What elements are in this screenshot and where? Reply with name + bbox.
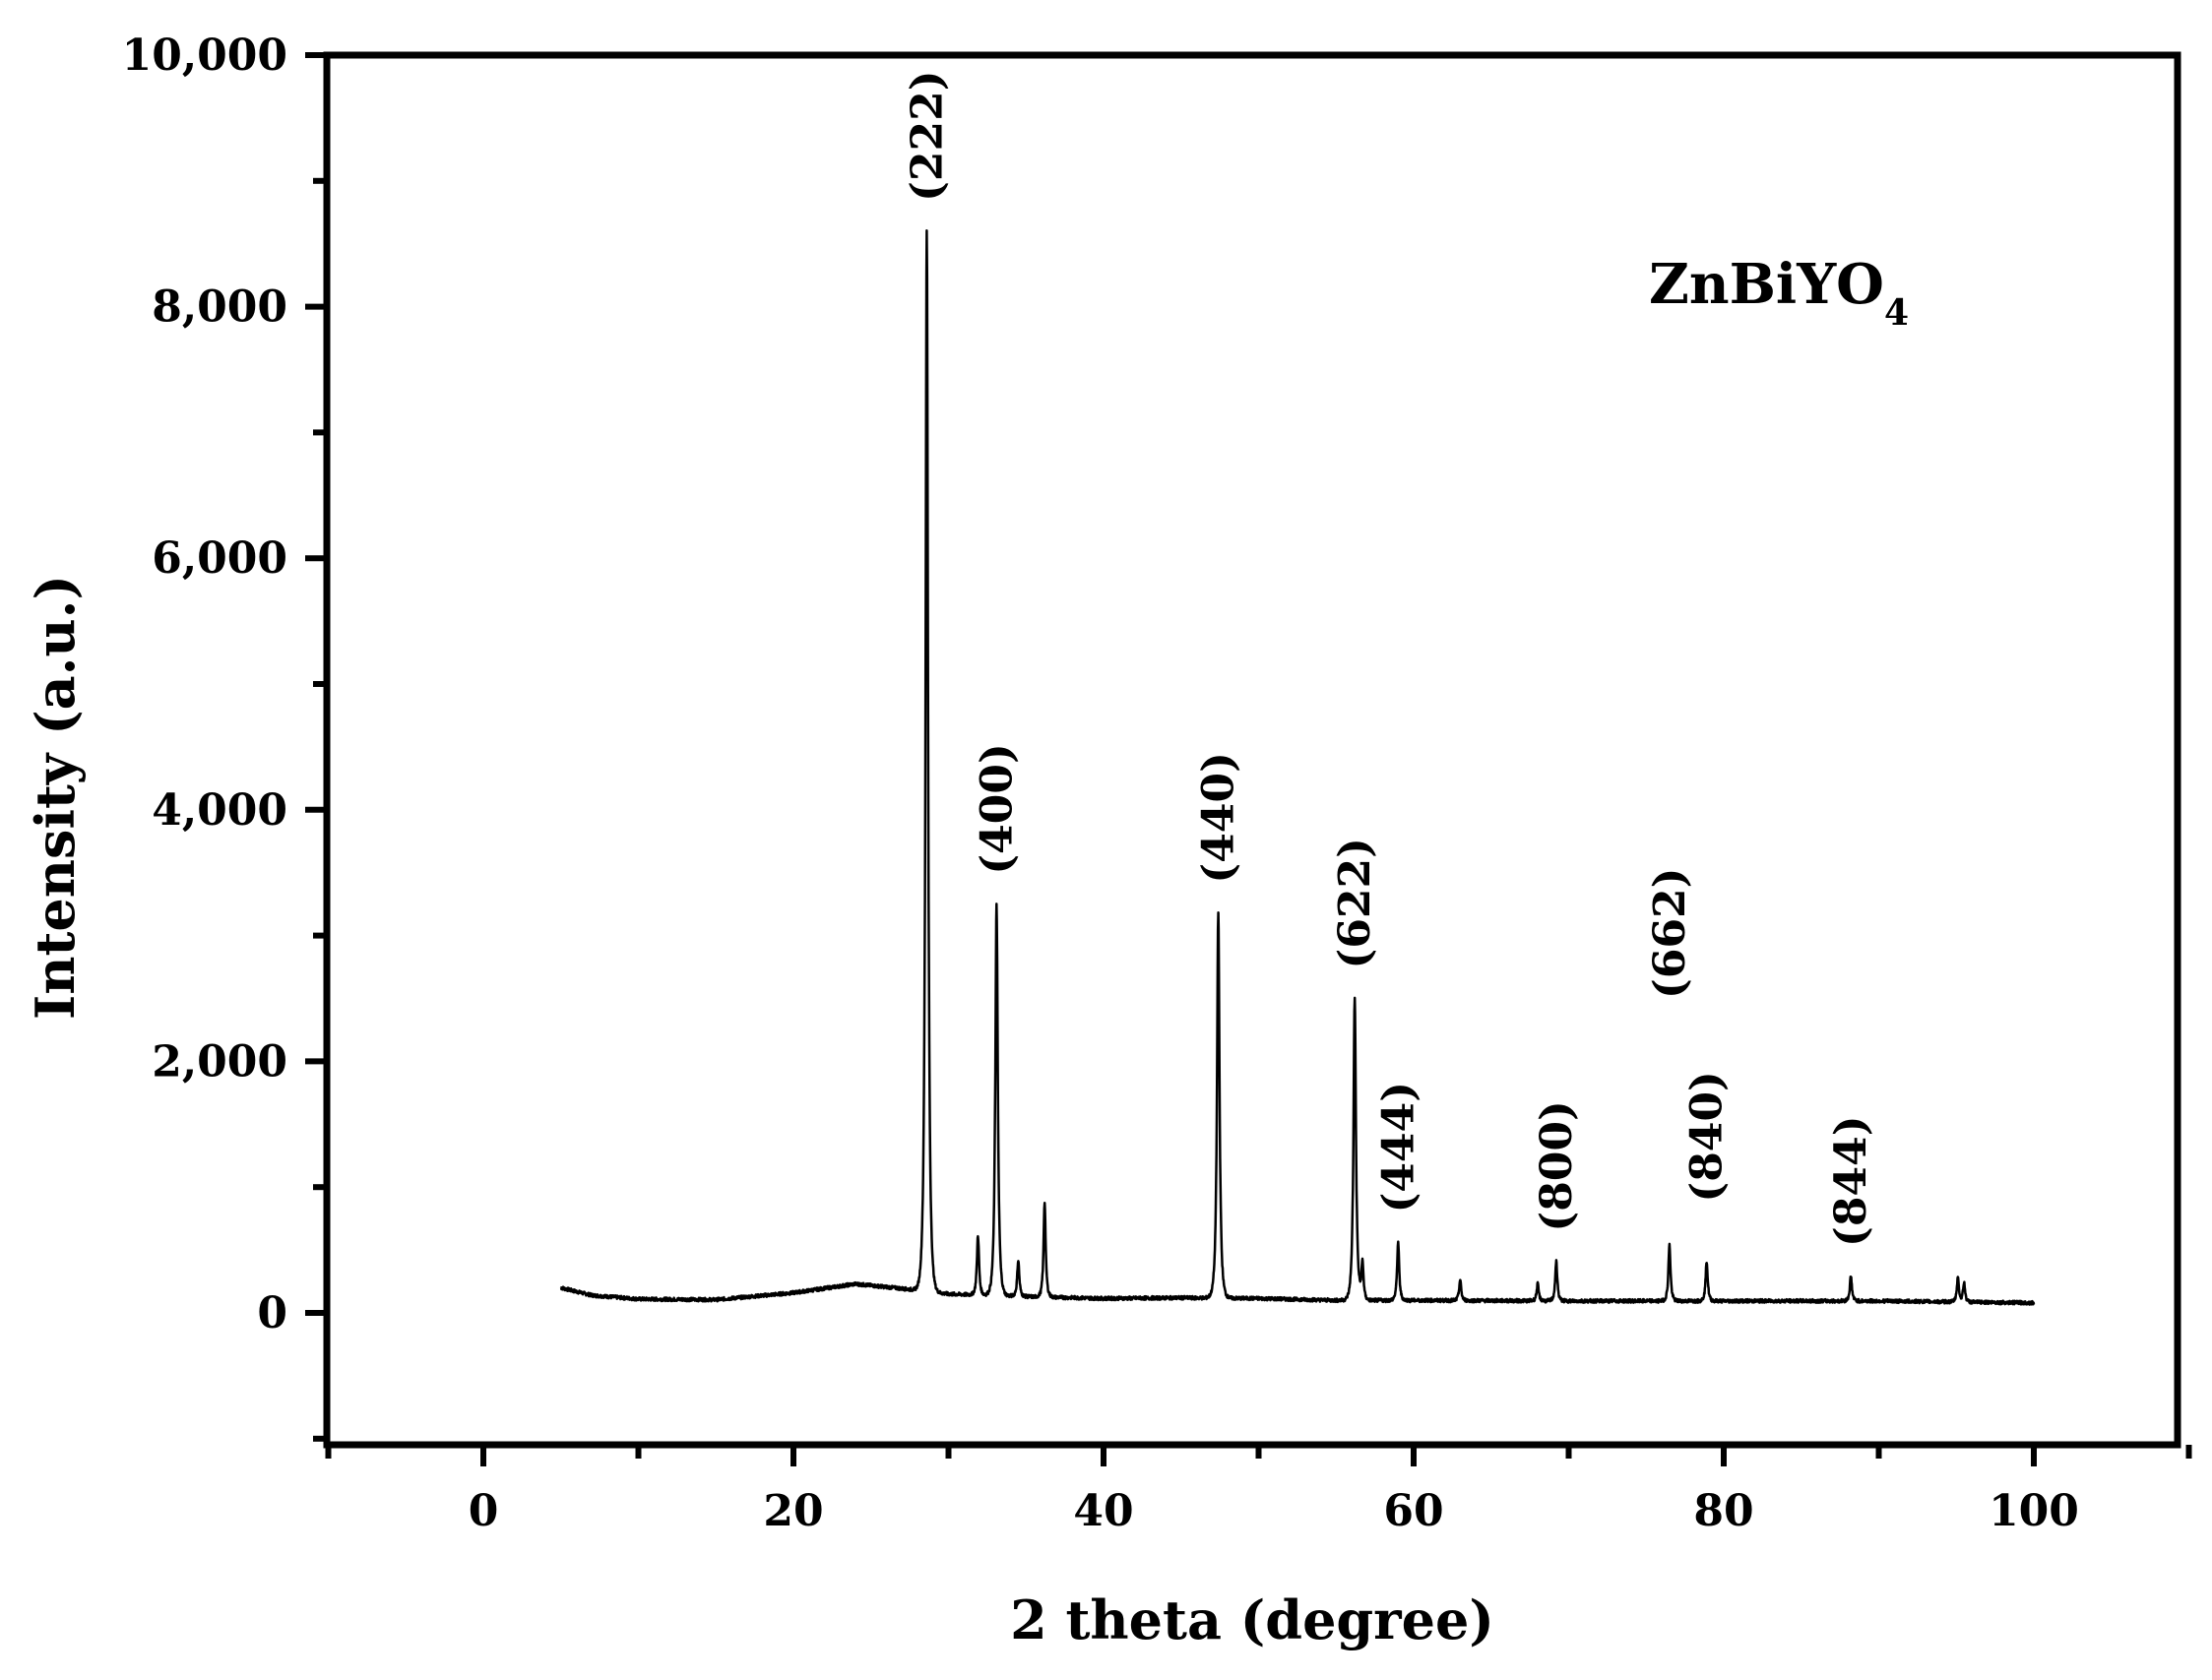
y-tick-label: 10,000 — [122, 31, 287, 81]
peak-label: (840) — [1682, 1071, 1733, 1202]
peak-label: (800) — [1532, 1100, 1582, 1231]
plot-frame — [323, 51, 2181, 1449]
x-tick-label: 20 — [763, 1486, 823, 1536]
peak-label: (622) — [1330, 838, 1380, 968]
y-tick-label: 6,000 — [152, 533, 287, 584]
peak-label: (222) — [902, 70, 952, 201]
x-tick-label: 60 — [1383, 1486, 1443, 1536]
x-tick-label: 100 — [1989, 1486, 2079, 1536]
peak-label: (444) — [1373, 1082, 1423, 1213]
peak-label: (440) — [1194, 752, 1244, 883]
y-tick-label: 8,000 — [152, 282, 287, 333]
peak-label: (400) — [972, 743, 1022, 874]
compound-subscript: 4 — [1884, 292, 1909, 334]
x-ticks: 0 20 40 60 80 100 — [325, 1445, 2192, 1536]
x-axis-title: 2 theta (degree) — [1010, 1588, 1494, 1651]
y-ticks: 0 2,000 4,000 6,000 8,000 10,000 — [122, 31, 327, 1442]
y-tick-label: 0 — [257, 1288, 287, 1338]
x-tick-label: 0 — [469, 1486, 499, 1536]
peak-label: (662) — [1645, 868, 1695, 999]
peak-label: (844) — [1826, 1115, 1876, 1246]
x-tick-label: 80 — [1693, 1486, 1753, 1536]
xrd-pattern-line — [559, 228, 2036, 1306]
compound-label: ZnBiYO4 — [1649, 252, 1909, 334]
y-tick-label: 4,000 — [152, 785, 287, 836]
compound-formula: ZnBiYO — [1649, 252, 1884, 317]
y-tick-label: 2,000 — [152, 1036, 287, 1087]
y-axis-title: Intensity (a.u.) — [24, 575, 87, 1020]
peak-labels: (222) (400) (440) (622) (444) (800) (662) (840)… — [902, 70, 1876, 1247]
x-tick-label: 40 — [1073, 1486, 1133, 1536]
